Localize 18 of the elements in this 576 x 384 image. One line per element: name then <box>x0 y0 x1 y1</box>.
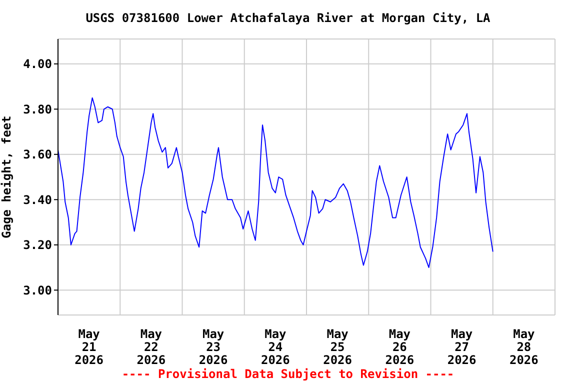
y-tick-label: 3.80 <box>23 102 52 116</box>
x-tick-label: May 26 2026 <box>385 326 414 368</box>
chart-title: USGS 07381600 Lower Atchafalaya River at Morgan City, LA <box>84 11 492 25</box>
x-tick-label: May 25 2026 <box>323 326 352 368</box>
x-tick-label: May 27 2026 <box>447 326 476 368</box>
y-tick-label: 3.20 <box>23 238 52 252</box>
x-tick-label: May 22 2026 <box>136 326 166 368</box>
line-series <box>58 97 494 268</box>
y-tick-label: 4.00 <box>23 57 52 72</box>
y-tick-label: 3.00 <box>23 283 52 298</box>
y-tick-label: 3.60 <box>23 148 52 162</box>
y-axis-title: Gage height, feet <box>0 116 14 238</box>
x-tick-label: May 28 2026 <box>509 326 538 368</box>
y-tick-label: 3.40 <box>23 192 52 207</box>
x-tick-label: May 21 2026 <box>74 326 104 368</box>
text: ---- Provisional Data Subject to Revision ---- <box>120 367 456 381</box>
x-tick-label: May 24 2026 <box>260 326 290 368</box>
x-tick-label: May 23 2026 <box>198 326 228 368</box>
